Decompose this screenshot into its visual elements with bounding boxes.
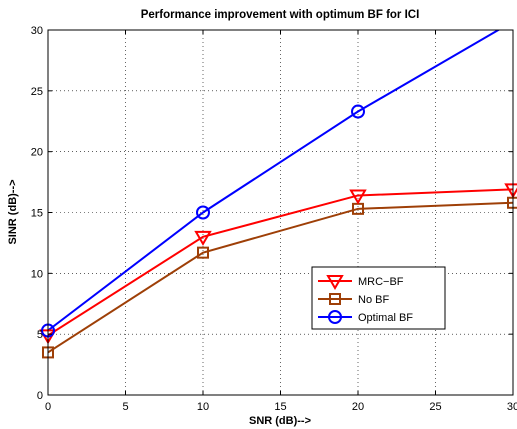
x-tick-label: 30: [507, 401, 517, 413]
y-tick-label: 15: [31, 208, 43, 220]
y-tick-label: 0: [37, 390, 43, 402]
x-tick-label: 10: [197, 401, 209, 413]
series-layer: [48, 30, 513, 354]
legend-marker: [329, 293, 341, 305]
legend: MRC−BF No BF Optimal BF: [311, 266, 446, 330]
ticks: 0 5 10 15 20 25 30 0 5 10 15 20 25 30: [31, 25, 517, 413]
y-tick-label: 5: [37, 329, 43, 341]
x-tick-label: 15: [274, 401, 286, 413]
y-tick-label: 10: [31, 268, 43, 280]
marker-layer: [39, 104, 517, 359]
series-line: [48, 188, 513, 337]
data-point: [349, 189, 367, 205]
legend-label: MRC−BF: [358, 276, 404, 288]
y-axis-label: SINR (dB)-->: [7, 179, 19, 244]
legend-label: Optimal BF: [358, 312, 413, 324]
y-tick-label: 25: [31, 86, 43, 98]
series-line: [48, 30, 501, 332]
legend-marker: [328, 310, 342, 324]
data-point: [194, 230, 212, 246]
y-tick-label: 30: [31, 25, 43, 37]
y-tick-label: 20: [31, 147, 43, 159]
x-axis-label: SNR (dB)-->: [249, 415, 311, 427]
x-tick-label: 5: [122, 401, 128, 413]
chart-title: Performance improvement with optimum BF …: [141, 9, 420, 21]
grid: [48, 30, 513, 395]
data-point: [197, 246, 209, 259]
x-tick-label: 20: [352, 401, 364, 413]
legend-marker: [326, 275, 344, 290]
x-tick-label: 25: [429, 401, 441, 413]
legend-label: No BF: [358, 294, 389, 306]
series-line: [48, 201, 513, 354]
x-tick-label: 0: [45, 401, 51, 413]
data-point: [351, 104, 365, 119]
data-point: [196, 205, 210, 220]
